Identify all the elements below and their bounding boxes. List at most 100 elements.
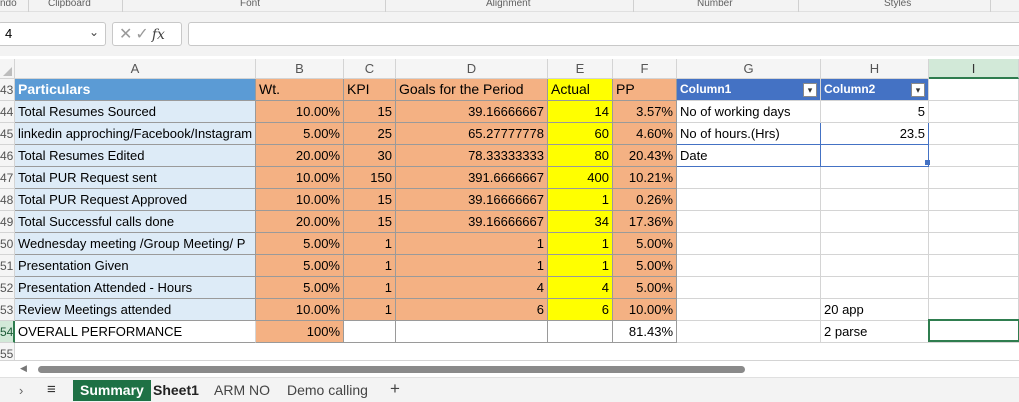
row-header[interactable]: 43	[0, 79, 15, 101]
cell-empty[interactable]	[677, 299, 821, 321]
cell-empty[interactable]	[929, 167, 1019, 189]
cell-wt[interactable]: 10.00%	[256, 189, 344, 211]
cell-wt[interactable]: 10.00%	[256, 101, 344, 123]
cell-empty[interactable]	[929, 277, 1019, 299]
column-header-e[interactable]: E	[548, 59, 613, 79]
cell-empty[interactable]	[548, 321, 613, 343]
tab-summary[interactable]: Summary	[73, 380, 151, 401]
column-header-b[interactable]: B	[256, 59, 344, 79]
cell-particulars[interactable]: Wednesday meeting /Group Meeting/ P	[15, 233, 256, 255]
cell-actual[interactable]: 400	[548, 167, 613, 189]
cell-empty[interactable]	[677, 233, 821, 255]
cell-particulars-header[interactable]: Particulars	[15, 79, 256, 101]
cell-empty[interactable]	[396, 321, 548, 343]
filter-dropdown-icon[interactable]: ▾	[803, 83, 817, 97]
cell-actual[interactable]: 80	[548, 145, 613, 167]
row-header[interactable]: 54	[0, 321, 15, 343]
cell-wt[interactable]: 5.00%	[256, 277, 344, 299]
cell-actual[interactable]: 34	[548, 211, 613, 233]
column-header-d[interactable]: D	[396, 59, 548, 79]
sheet-list-menu-icon[interactable]: ≡	[47, 381, 56, 398]
cell-column1[interactable]: No of hours.(Hrs)	[677, 123, 821, 145]
cell-actual[interactable]: 1	[548, 233, 613, 255]
cell-pp[interactable]: 4.60%	[613, 123, 677, 145]
row-header[interactable]: 49	[0, 211, 15, 233]
cell-empty[interactable]	[929, 255, 1019, 277]
cell-kpi[interactable]: 1	[344, 255, 396, 277]
cell-column1[interactable]: No of working days	[677, 101, 821, 123]
filter-dropdown-icon[interactable]: ▾	[911, 83, 925, 97]
table-header-column2[interactable]: Column2 ▾	[821, 79, 929, 101]
cell-goals[interactable]: 1	[396, 233, 548, 255]
tab-arm-no[interactable]: ARM NO	[214, 382, 270, 398]
table-header-column1[interactable]: Column1 ▾	[677, 79, 821, 101]
row-header[interactable]: 46	[0, 145, 15, 167]
add-sheet-icon[interactable]: +	[390, 379, 400, 398]
column-header-c[interactable]: C	[344, 59, 396, 79]
cell-column1[interactable]: Date	[677, 145, 821, 167]
cell-particulars[interactable]: Total PUR Request Approved	[15, 189, 256, 211]
cell-goals[interactable]: 39.16666667	[396, 101, 548, 123]
cell-overall-pp[interactable]: 81.43%	[613, 321, 677, 343]
cell-empty[interactable]	[677, 277, 821, 299]
cancel-icon[interactable]: ✕	[119, 26, 136, 43]
cell-column2[interactable]	[821, 145, 929, 167]
insert-function-icon[interactable]: fx	[151, 27, 165, 43]
cell-wt[interactable]: 10.00%	[256, 299, 344, 321]
cell-note[interactable]: 20 app	[821, 299, 929, 321]
cell-wt[interactable]: 20.00%	[256, 145, 344, 167]
row-55-cells[interactable]	[15, 343, 1019, 361]
cell-column2[interactable]: 5	[821, 101, 929, 123]
tab-sheet1[interactable]: Sheet1	[153, 382, 199, 398]
cell-goals[interactable]: 39.16666667	[396, 211, 548, 233]
cell-particulars[interactable]: Presentation Given	[15, 255, 256, 277]
row-header[interactable]: 44	[0, 101, 15, 123]
chevron-down-icon[interactable]: ⌄	[88, 25, 99, 39]
name-box[interactable]: 4 ⌄	[0, 22, 106, 46]
cell-pp[interactable]: 17.36%	[613, 211, 677, 233]
cell-empty[interactable]	[929, 123, 1019, 145]
cell-empty[interactable]	[821, 211, 929, 233]
cell-wt-total[interactable]: 100%	[256, 321, 344, 343]
cell-empty[interactable]	[821, 277, 929, 299]
check-icon[interactable]: ✓	[135, 26, 152, 43]
cell-wt[interactable]: 5.00%	[256, 123, 344, 145]
cell-goals[interactable]: 391.6666667	[396, 167, 548, 189]
cell-kpi[interactable]: 15	[344, 101, 396, 123]
horizontal-scrollbar[interactable]: ◀	[20, 362, 1019, 376]
cell-pp[interactable]: 0.26%	[613, 189, 677, 211]
cell-goals-header[interactable]: Goals for the Period	[396, 79, 548, 101]
cell-kpi[interactable]: 25	[344, 123, 396, 145]
select-all-corner[interactable]	[0, 59, 15, 79]
column-header-a[interactable]: A	[15, 59, 256, 79]
cell-kpi[interactable]: 150	[344, 167, 396, 189]
cell-pp[interactable]: 5.00%	[613, 277, 677, 299]
scrollbar-thumb[interactable]	[38, 366, 745, 373]
row-header[interactable]: 45	[0, 123, 15, 145]
cell-kpi[interactable]: 30	[344, 145, 396, 167]
row-header[interactable]: 53	[0, 299, 15, 321]
cell-pp[interactable]: 5.00%	[613, 255, 677, 277]
cell-empty[interactable]	[677, 167, 821, 189]
cell-empty[interactable]	[929, 145, 1019, 167]
cell-particulars[interactable]: Total Resumes Edited	[15, 145, 256, 167]
cell-wt[interactable]: 5.00%	[256, 255, 344, 277]
cell-goals[interactable]: 4	[396, 277, 548, 299]
cell-column2[interactable]: 23.5	[821, 123, 929, 145]
cell-goals[interactable]: 1	[396, 255, 548, 277]
cell-goals[interactable]: 65.27777778	[396, 123, 548, 145]
chevron-right-icon[interactable]: ›	[19, 383, 24, 398]
cell-particulars[interactable]: linkedin approching/Facebook/Instagram	[15, 123, 256, 145]
cell-kpi[interactable]: 15	[344, 189, 396, 211]
tab-demo-calling[interactable]: Demo calling	[287, 382, 368, 398]
cell-particulars[interactable]: Total Resumes Sourced	[15, 101, 256, 123]
row-header[interactable]: 47	[0, 167, 15, 189]
row-header[interactable]: 50	[0, 233, 15, 255]
cell-empty[interactable]	[929, 211, 1019, 233]
cell-wt-header[interactable]: Wt.	[256, 79, 344, 101]
cell-kpi[interactable]: 1	[344, 233, 396, 255]
cell-actual[interactable]: 6	[548, 299, 613, 321]
cell-goals[interactable]: 6	[396, 299, 548, 321]
cell-empty[interactable]	[929, 79, 1019, 101]
row-header[interactable]: 48	[0, 189, 15, 211]
